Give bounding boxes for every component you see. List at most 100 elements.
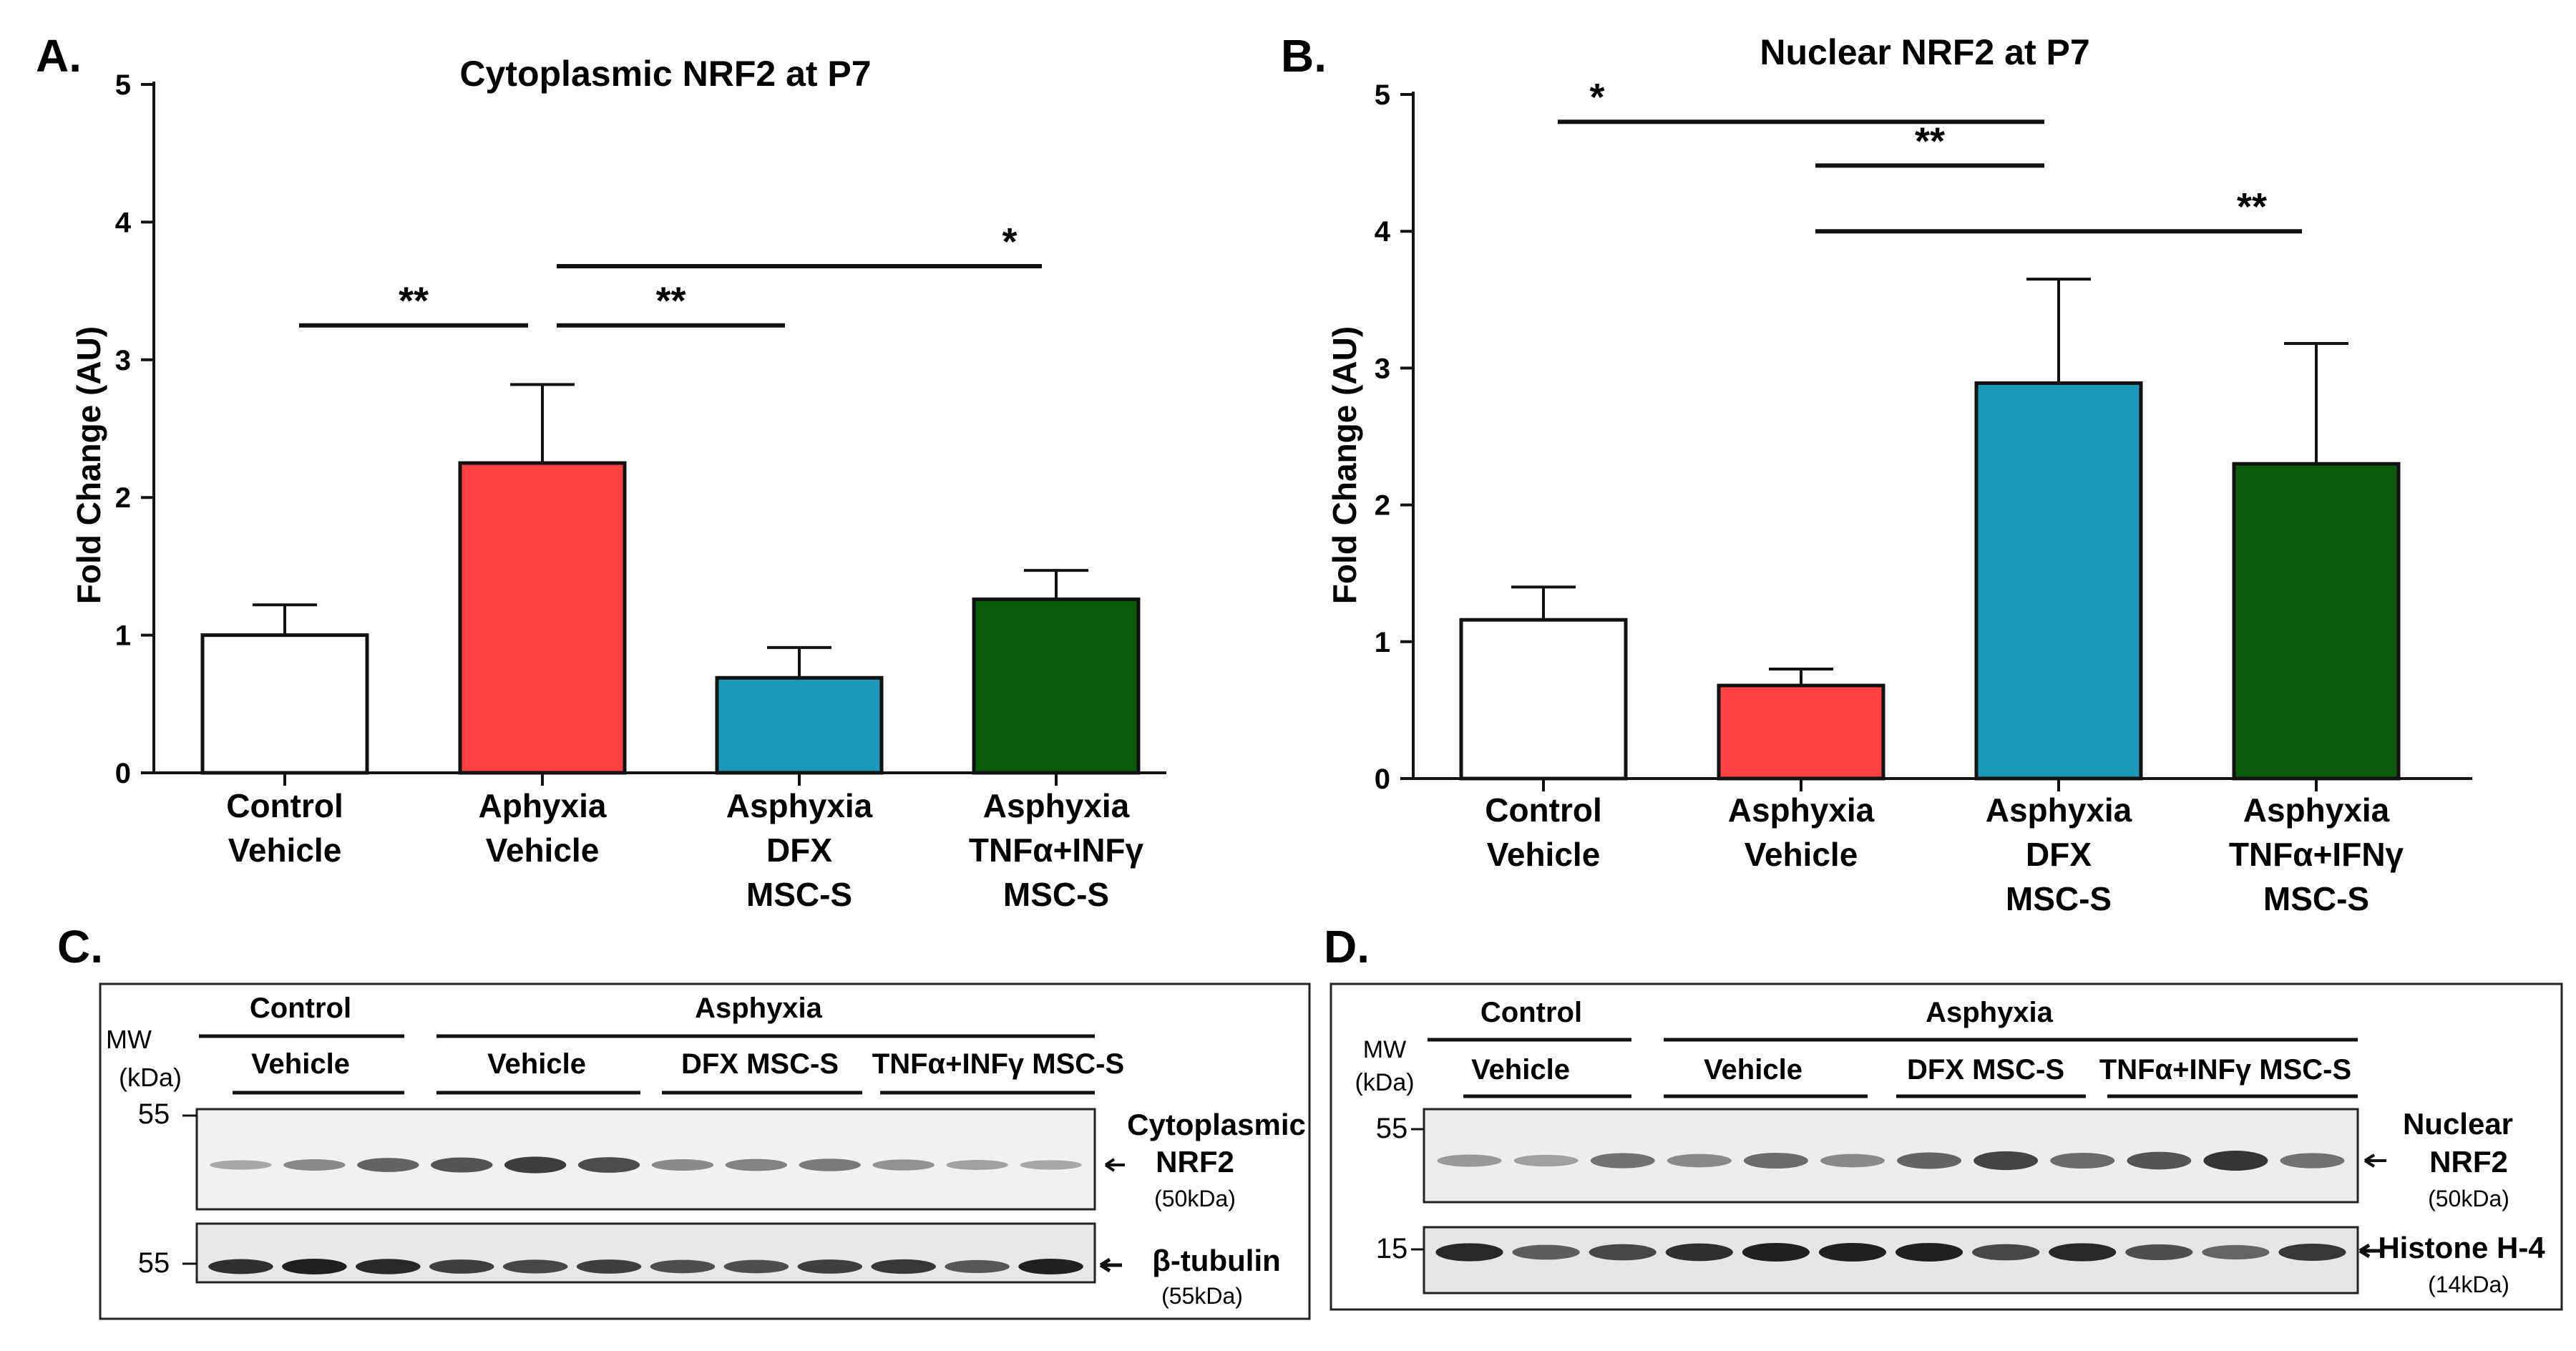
- blot-c-kda-label: (kDa): [119, 1063, 182, 1092]
- chart-a-category-label: Aphyxia: [479, 787, 607, 824]
- panel-label-a: A.: [36, 30, 82, 82]
- chart-b: Nuclear NRF2 at P7 Fold Change (AU) 0 1 2 3…: [1326, 32, 2472, 917]
- chart-a-ylabel: Fold Change (AU): [70, 326, 107, 604]
- blot-c-group-control: Control: [250, 992, 351, 1024]
- chart-b-category-label: Asphyxia: [2243, 791, 2390, 829]
- blot-d-size-bottom: (14kDa): [2428, 1272, 2509, 1297]
- blot-d-mw-label: MW: [1363, 1036, 1406, 1063]
- chart-b-ytick-label: 1: [1375, 627, 1390, 658]
- blot-d-band-bottom: [1818, 1243, 1887, 1262]
- blot-d-protein-top-2: NRF2: [2429, 1145, 2508, 1179]
- chart-a-bar: [200, 633, 369, 775]
- chart-b-category-label: Vehicle: [1745, 836, 1858, 873]
- blot-c-membrane-bottom: [195, 1222, 1096, 1284]
- panel-label-d: D.: [1324, 921, 1370, 972]
- chart-b-bar: [1974, 381, 2143, 781]
- blot-d-band-top: [1897, 1152, 1962, 1169]
- chart-a-category-label: Vehicle: [486, 831, 600, 869]
- chart-b-title: Nuclear NRF2 at P7: [1760, 32, 2089, 72]
- chart-a-title: Cytoplasmic NRF2 at P7: [459, 54, 871, 94]
- blot-c-band-top: [946, 1160, 1008, 1170]
- blot-d-lane-2: Vehicle: [1704, 1054, 1802, 1086]
- blot-d-band-bottom: [2049, 1243, 2117, 1262]
- blot-d-band-top: [1820, 1154, 1885, 1168]
- chart-a-ytick-label: 0: [115, 758, 131, 789]
- blot-c-size-top: (50kDa): [1154, 1186, 1236, 1211]
- blot-c-band-bottom: [282, 1259, 347, 1274]
- blot-d-band-top: [1974, 1151, 2039, 1171]
- chart-b-bar: [2232, 462, 2401, 781]
- blot-c-lane-2: Vehicle: [487, 1048, 586, 1080]
- chart-b-ytick-label: 0: [1375, 764, 1390, 795]
- chart-b-bar: [1717, 683, 1885, 781]
- chart-a-ytick-label: 2: [115, 482, 131, 514]
- chart-b-ytick-label: 4: [1375, 216, 1391, 248]
- blot-c-lane-4: TNFα+INFγ MSC-S: [872, 1048, 1124, 1080]
- blot-c-mw-label: MW: [106, 1025, 152, 1054]
- blot-d-band-top: [2203, 1151, 2268, 1171]
- blot-c-arrow-bottom: [1099, 1257, 1122, 1273]
- blot-c-band-bottom: [429, 1259, 494, 1274]
- blot-d-band-top: [1667, 1154, 1732, 1168]
- chart-b-category-label: Vehicle: [1487, 836, 1601, 873]
- blot-c-band-top: [799, 1159, 862, 1171]
- blot-d-band-top: [2050, 1152, 2115, 1169]
- blot-d-lane-4: TNFα+INFγ MSC-S: [2099, 1054, 2351, 1086]
- blot-d-arrow-top: [2363, 1154, 2386, 1168]
- chart-a-category-label: Asphyxia: [726, 787, 873, 824]
- blot-d-band-bottom: [1742, 1243, 1810, 1262]
- blot-c-band-top: [357, 1158, 419, 1172]
- blot-d-lane-3: DFX MSC-S: [1907, 1054, 2064, 1086]
- chart-b-ytick-label: 5: [1375, 79, 1390, 111]
- blot-c-marker-bottom: 55: [138, 1247, 170, 1279]
- blot-d-protein-bottom: Histone H-4: [2378, 1231, 2545, 1264]
- blot-c-band-bottom: [1018, 1259, 1083, 1274]
- chart-b-ylabel: Fold Change (AU): [1326, 326, 1363, 604]
- chart-b-category-label: TNFα+IFNγ: [2229, 836, 2404, 873]
- panel-label-c: C.: [57, 921, 103, 972]
- blot-d-kda-label: (kDa): [1355, 1069, 1414, 1096]
- chart-b-bar: [1459, 618, 1628, 781]
- blot-d-marker-top: 55: [1376, 1113, 1408, 1144]
- chart-a: Cytoplasmic NRF2 at P7 Fold Change (AU) …: [70, 54, 1166, 913]
- blot-c-band-bottom: [723, 1259, 789, 1274]
- blot-c-arrow-top: [1104, 1158, 1125, 1172]
- blot-c-band-bottom: [356, 1259, 421, 1274]
- blot-c-group-asphyxia: Asphyxia: [695, 992, 823, 1024]
- blot-c-band-top: [577, 1157, 640, 1173]
- chart-a-ytick-label: 4: [115, 207, 132, 238]
- blot-d-lane-1: Vehicle: [1471, 1054, 1570, 1086]
- blot-d-band-top: [1437, 1154, 1502, 1167]
- blot-d-band-top: [1743, 1152, 1808, 1169]
- chart-b-significance-label: *: [1589, 76, 1604, 119]
- chart-a-bar: [458, 461, 627, 775]
- chart-b-ytick-label: 2: [1375, 490, 1390, 522]
- blot-c-band-bottom: [650, 1259, 716, 1274]
- blot-c-band-bottom: [208, 1259, 273, 1274]
- blot-c-band-top: [1020, 1160, 1082, 1170]
- blot-d-band-top: [2127, 1151, 2192, 1170]
- chart-b-category-label: Asphyxia: [1728, 791, 1875, 829]
- blot-c-band-top: [725, 1159, 788, 1171]
- chart-a-category-label: Asphyxia: [983, 787, 1130, 824]
- chart-a-category-label: MSC-S: [1003, 876, 1109, 913]
- chart-b-category-label: MSC-S: [2006, 880, 2112, 917]
- blot-c: MW (kDa) Control Asphyxia Vehicle Vehicl…: [99, 982, 1311, 1320]
- blot-d-arrow-bottom: [2358, 1243, 2381, 1259]
- chart-a-significance-label: **: [655, 280, 686, 323]
- blot-c-protein-bottom: β-tubulin: [1152, 1244, 1281, 1277]
- blot-c-lane-3: DFX MSC-S: [681, 1048, 839, 1080]
- chart-a-category-label: DFX: [766, 831, 832, 869]
- blot-c-band-bottom: [797, 1259, 863, 1274]
- blot-d-protein-top: Nuclear: [2403, 1107, 2513, 1141]
- chart-a-category-label: TNFα+INFγ: [969, 831, 1144, 869]
- blot-d-group-asphyxia: Asphyxia: [1926, 997, 2054, 1028]
- blot-d-membrane-top: [1423, 1108, 2359, 1204]
- blot-d-band-bottom: [1512, 1244, 1580, 1260]
- blot-d-group-control: Control: [1480, 997, 1582, 1028]
- chart-a-category-label: MSC-S: [746, 876, 852, 913]
- chart-b-category-label: Asphyxia: [1986, 791, 2132, 829]
- blot-c-band-top: [430, 1157, 493, 1173]
- blot-d-band-bottom: [1972, 1244, 2040, 1261]
